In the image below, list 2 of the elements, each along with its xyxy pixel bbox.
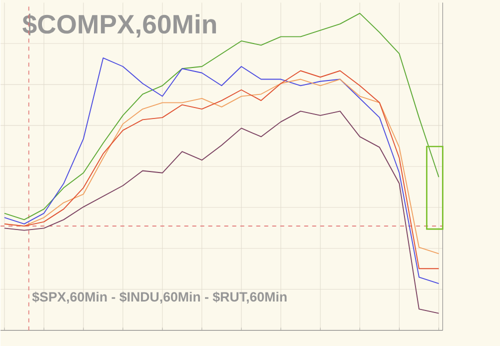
- text: $SPX,60Min - $INDU,60Min - $RUT,60Min: [32, 291, 287, 304]
- chart-title: $COMPX,60Min: [22, 14, 216, 38]
